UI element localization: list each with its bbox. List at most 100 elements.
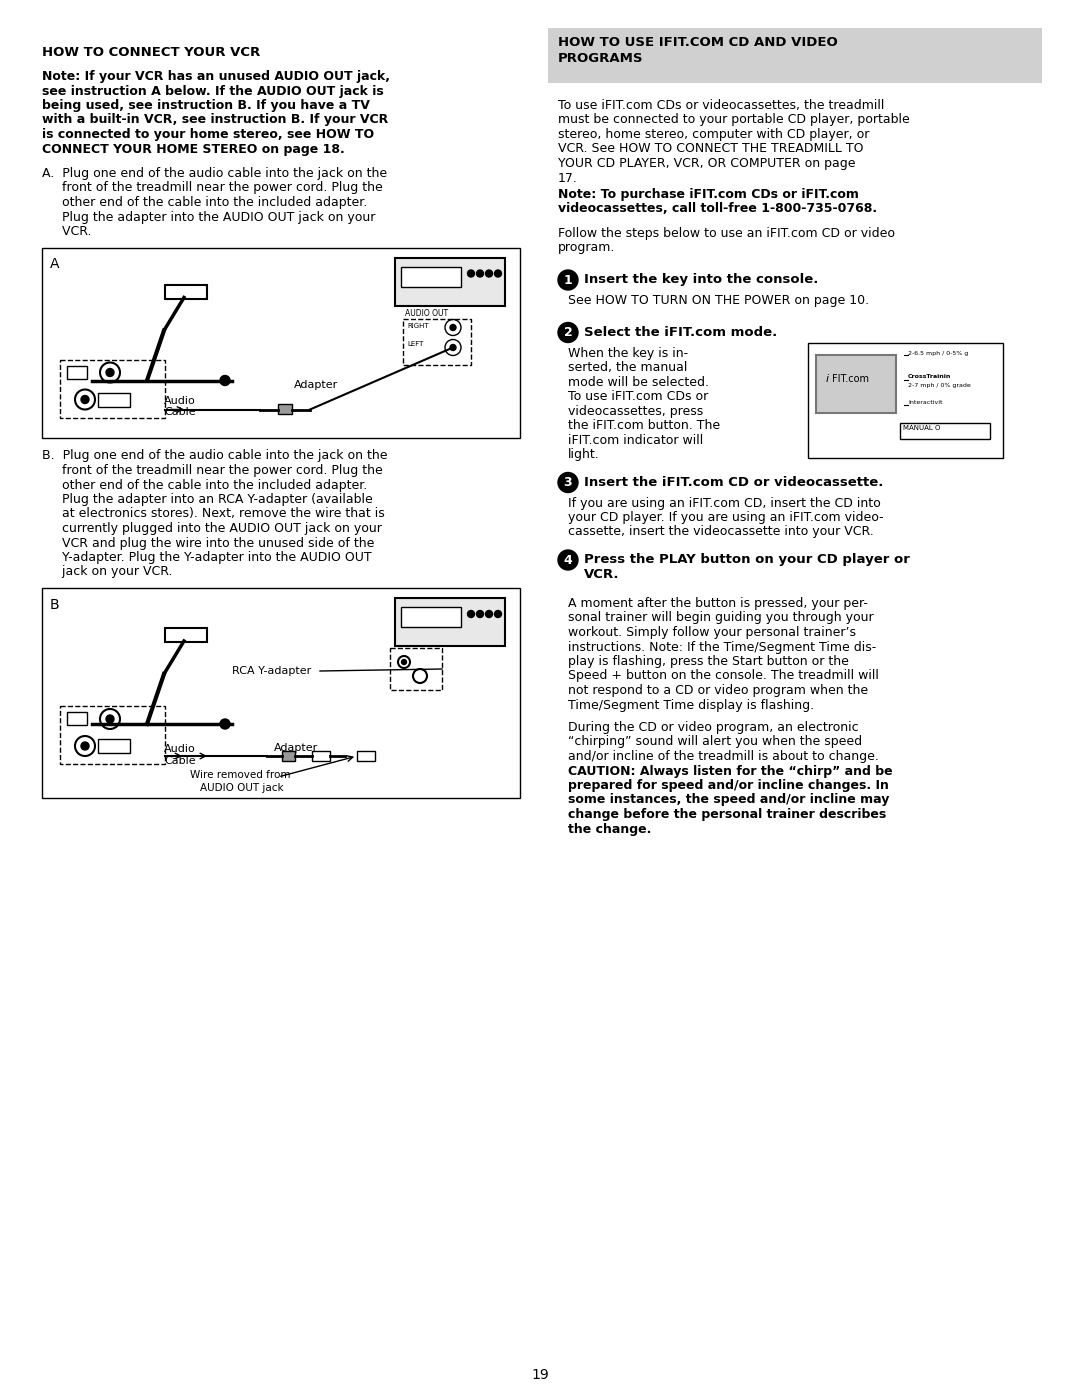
Text: program.: program. [558, 242, 616, 254]
Bar [98, 739, 130, 753]
Text: Speed + button on the console. The treadmill will: Speed + button on the console. The tread… [568, 669, 879, 683]
Bar [548, 28, 1042, 82]
Bar [357, 752, 375, 761]
Text: VCR and plug the wire into the unused side of the: VCR and plug the wire into the unused si… [42, 536, 375, 549]
Text: Insert the iFIT.com CD or videocassette.: Insert the iFIT.com CD or videocassette. [584, 475, 883, 489]
Text: front of the treadmill near the power cord. Plug the: front of the treadmill near the power co… [42, 464, 382, 476]
Text: To use iFIT.com CDs or videocassettes, the treadmill: To use iFIT.com CDs or videocassettes, t… [558, 99, 885, 112]
Text: Press the PLAY button on your CD player or: Press the PLAY button on your CD player … [584, 553, 909, 566]
Circle shape [495, 610, 501, 617]
Text: being used, see instruction B. If you have a TV: being used, see instruction B. If you ha… [42, 99, 369, 112]
Text: CrossTrainin: CrossTrainin [908, 374, 951, 380]
Text: See HOW TO TURN ON THE POWER on page 10.: See HOW TO TURN ON THE POWER on page 10. [568, 293, 869, 307]
Text: workout. Simply follow your personal trainer’s: workout. Simply follow your personal tra… [568, 626, 856, 638]
Text: some instances, the speed and/or incline may: some instances, the speed and/or incline… [568, 793, 889, 806]
Text: prepared for speed and/or incline changes. In: prepared for speed and/or incline change… [568, 780, 889, 792]
Text: Select the iFIT.com mode.: Select the iFIT.com mode. [584, 326, 778, 338]
Circle shape [558, 270, 578, 291]
Circle shape [450, 345, 456, 351]
Text: Interactivit: Interactivit [908, 401, 943, 405]
Text: “chirping” sound will alert you when the speed: “chirping” sound will alert you when the… [568, 735, 862, 749]
Text: i: i [826, 374, 829, 384]
Circle shape [476, 610, 484, 617]
Text: 2: 2 [564, 326, 572, 339]
Text: VCR. See HOW TO CONNECT THE TREADMILL TO: VCR. See HOW TO CONNECT THE TREADMILL TO [558, 142, 864, 155]
Text: 3: 3 [564, 476, 572, 489]
Text: currently plugged into the AUDIO OUT jack on your: currently plugged into the AUDIO OUT jac… [42, 522, 382, 535]
Text: videocassettes, press: videocassettes, press [568, 405, 703, 418]
Circle shape [468, 270, 474, 277]
Text: jack on your VCR.: jack on your VCR. [42, 566, 173, 578]
Text: and/or incline of the treadmill is about to change.: and/or incline of the treadmill is about… [568, 750, 879, 763]
Text: Wire removed from: Wire removed from [190, 770, 291, 780]
Text: see instruction A below. If the AUDIO OUT jack is: see instruction A below. If the AUDIO OU… [42, 84, 383, 98]
Circle shape [558, 550, 578, 570]
Bar [312, 752, 330, 761]
Bar [67, 366, 87, 379]
Text: instructions. Note: If the Time/Segment Time dis-: instructions. Note: If the Time/Segment … [568, 640, 876, 654]
Text: Audio
Cable: Audio Cable [164, 395, 195, 418]
Bar [403, 319, 471, 365]
Text: B: B [50, 598, 59, 612]
Text: stereo, home stereo, computer with CD player, or: stereo, home stereo, computer with CD pl… [558, 129, 869, 141]
Text: To use iFIT.com CDs or: To use iFIT.com CDs or [568, 390, 708, 402]
Text: LEFT: LEFT [407, 341, 423, 348]
Text: PROGRAMS: PROGRAMS [558, 52, 644, 66]
Bar [808, 342, 1003, 457]
Text: 1: 1 [564, 274, 572, 286]
Circle shape [220, 719, 230, 729]
Circle shape [106, 369, 114, 377]
Circle shape [402, 659, 406, 665]
Circle shape [486, 610, 492, 617]
Text: 2-7 mph / 0% grade: 2-7 mph / 0% grade [908, 384, 971, 388]
Bar [278, 404, 292, 414]
Text: VCR.: VCR. [584, 567, 620, 581]
Text: Note: To purchase iFIT.com CDs or iFIT.com: Note: To purchase iFIT.com CDs or iFIT.c… [558, 189, 859, 201]
Text: AUDIO OUT: AUDIO OUT [405, 309, 448, 317]
Bar [401, 608, 461, 627]
Text: sonal trainer will begin guiding you through your: sonal trainer will begin guiding you thr… [568, 612, 874, 624]
Text: front of the treadmill near the power cord. Plug the: front of the treadmill near the power co… [42, 182, 382, 194]
Circle shape [468, 610, 474, 617]
Text: CAUTION: Always listen for the “chirp” and be: CAUTION: Always listen for the “chirp” a… [568, 764, 893, 778]
Text: other end of the cable into the included adapter.: other end of the cable into the included… [42, 479, 367, 492]
Bar [282, 752, 295, 761]
Bar [401, 267, 461, 286]
Bar [42, 588, 519, 798]
Circle shape [95, 719, 105, 729]
Bar [165, 629, 207, 643]
Text: serted, the manual: serted, the manual [568, 360, 687, 374]
Text: Y-adapter. Plug the Y-adapter into the AUDIO OUT: Y-adapter. Plug the Y-adapter into the A… [42, 550, 372, 564]
Text: light.: light. [568, 448, 599, 461]
Text: Time/Segment Time display is flashing.: Time/Segment Time display is flashing. [568, 698, 814, 711]
Circle shape [106, 715, 114, 724]
Text: the iFIT.com button. The: the iFIT.com button. The [568, 419, 720, 432]
Text: mode will be selected.: mode will be selected. [568, 376, 708, 388]
Text: B.  Plug one end of the audio cable into the jack on the: B. Plug one end of the audio cable into … [42, 450, 388, 462]
Circle shape [476, 270, 484, 277]
Bar [395, 598, 505, 645]
Circle shape [486, 270, 492, 277]
Circle shape [450, 324, 456, 331]
Text: the change.: the change. [568, 823, 651, 835]
Text: videocassettes, call toll-free 1-800-735-0768.: videocassettes, call toll-free 1-800-735… [558, 203, 877, 215]
Text: other end of the cable into the included adapter.: other end of the cable into the included… [42, 196, 367, 210]
Circle shape [95, 376, 105, 386]
Text: is connected to your home stereo, see HOW TO: is connected to your home stereo, see HO… [42, 129, 374, 141]
Circle shape [558, 323, 578, 342]
Text: VCR.: VCR. [42, 225, 92, 237]
Circle shape [81, 742, 89, 750]
Text: FIT.com: FIT.com [832, 374, 869, 384]
Bar [60, 705, 165, 764]
Text: When the key is in-: When the key is in- [568, 346, 688, 359]
Text: AUDIO OUT jack: AUDIO OUT jack [200, 782, 284, 793]
Text: at electronics stores). Next, remove the wire that is: at electronics stores). Next, remove the… [42, 507, 384, 521]
Text: MANUAL O: MANUAL O [903, 426, 941, 432]
Circle shape [220, 376, 230, 386]
Text: HOW TO USE IFIT.COM CD AND VIDEO: HOW TO USE IFIT.COM CD AND VIDEO [558, 36, 838, 49]
Text: RCA Y-adapter: RCA Y-adapter [232, 666, 311, 676]
Text: 4: 4 [564, 553, 572, 567]
Text: If you are using an iFIT.com CD, insert the CD into: If you are using an iFIT.com CD, insert … [568, 496, 881, 510]
Text: iFIT.com indicator will: iFIT.com indicator will [568, 433, 703, 447]
Text: not respond to a CD or video program when the: not respond to a CD or video program whe… [568, 685, 868, 697]
